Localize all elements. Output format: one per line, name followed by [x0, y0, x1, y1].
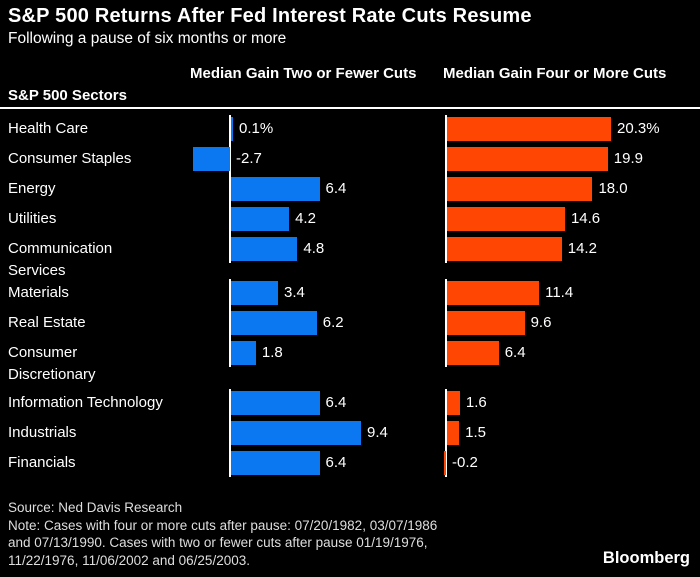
bar-four-or-more-cuts: [447, 281, 540, 305]
bar-four-or-more-cuts: [447, 237, 562, 261]
bar-four-or-more-cuts: [447, 391, 460, 415]
source-note: Source: Ned Davis Research: [8, 500, 183, 515]
axis-line: [229, 279, 231, 367]
value-label: 14.2: [567, 240, 597, 257]
axis-line: [445, 115, 447, 263]
bar-two-or-fewer-cuts: [231, 281, 279, 305]
sector-label: Utilities: [8, 210, 57, 227]
sector-label: Materials: [8, 284, 69, 301]
value-label: 9.4: [367, 424, 388, 441]
bar-four-or-more-cuts: [447, 177, 593, 201]
value-label: 6.4: [325, 180, 347, 197]
chart-title: S&P 500 Returns After Fed Interest Rate …: [8, 5, 532, 27]
sector-label: Consumer Discretionary: [8, 344, 96, 383]
value-label: -2.7: [236, 150, 262, 167]
bar-four-or-more-cuts: [447, 311, 525, 335]
column-header-sectors: S&P 500 Sectors: [8, 87, 127, 104]
header-divider-rule: [0, 107, 700, 109]
footnote-line-2: and 07/13/1990. Cases with two or fewer …: [8, 535, 428, 550]
value-label: 18.0: [598, 180, 628, 197]
sector-label: Health Care: [8, 120, 89, 137]
value-label: 1.6: [465, 394, 487, 411]
footnote-line-3: 11/22/1976, 11/06/2002 and 06/25/2003.: [8, 552, 250, 568]
value-label: 6.2: [322, 314, 344, 331]
bar-four-or-more-cuts: [447, 147, 608, 171]
bar-four-or-more-cuts: [447, 341, 499, 365]
value-label: 0.1%: [239, 120, 274, 137]
value-label: 3.4: [284, 284, 305, 301]
value-label: 1.8: [261, 344, 283, 361]
sector-label: Industrials: [8, 424, 77, 441]
axis-line: [445, 279, 447, 367]
value-label: 4.2: [295, 210, 316, 227]
bar-two-or-fewer-cuts: [231, 117, 233, 141]
footnote-line-1: Note: Cases with four or more cuts after…: [8, 517, 438, 533]
value-label: 6.4: [325, 454, 347, 471]
bar-four-or-more-cuts: [447, 207, 565, 231]
value-label: 11.4: [545, 284, 574, 301]
value-label: 1.5: [465, 424, 486, 441]
value-label: 19.9: [613, 150, 643, 167]
sector-label: Information Technology: [8, 394, 163, 411]
bar-two-or-fewer-cuts: [231, 311, 317, 335]
axis-line: [229, 389, 231, 477]
value-label: 6.4: [325, 394, 347, 411]
sector-label: Real Estate: [8, 314, 86, 331]
bloomberg-logo: Bloomberg: [602, 549, 690, 567]
bar-two-or-fewer-cuts: [231, 207, 290, 231]
sector-label: Consumer Staples: [8, 150, 132, 167]
value-label: 6.4: [504, 344, 526, 361]
value-label: 14.6: [570, 210, 601, 227]
bar-two-or-fewer-cuts: [231, 391, 320, 415]
bar-two-or-fewer-cuts: [231, 177, 320, 201]
sector-label: Communication Services: [8, 240, 113, 279]
bar-four-or-more-cuts: [447, 117, 612, 141]
column-header-four-or-more-cuts: Median Gain Four or More Cuts: [443, 65, 667, 82]
bar-two-or-fewer-cuts: [192, 147, 230, 171]
bar-two-or-fewer-cuts: [231, 237, 298, 261]
value-label: 20.3%: [617, 120, 660, 137]
column-header-two-or-fewer-cuts: Median Gain Two or Fewer Cuts: [190, 65, 417, 82]
value-label: -0.2: [452, 454, 478, 471]
bar-four-or-more-cuts: [447, 421, 460, 445]
sector-label: Energy: [8, 180, 56, 197]
chart-subtitle: Following a pause of six months or more: [8, 30, 287, 47]
axis-line: [229, 115, 231, 263]
bar-two-or-fewer-cuts: [231, 451, 320, 475]
bar-four-or-more-cuts: [444, 451, 446, 475]
axis-line: [445, 389, 447, 477]
bar-two-or-fewer-cuts: [231, 341, 256, 365]
bar-two-or-fewer-cuts: [231, 421, 361, 445]
value-label: 9.6: [530, 314, 552, 331]
value-label: 4.8: [303, 240, 325, 257]
sector-label: Financials: [8, 454, 76, 471]
